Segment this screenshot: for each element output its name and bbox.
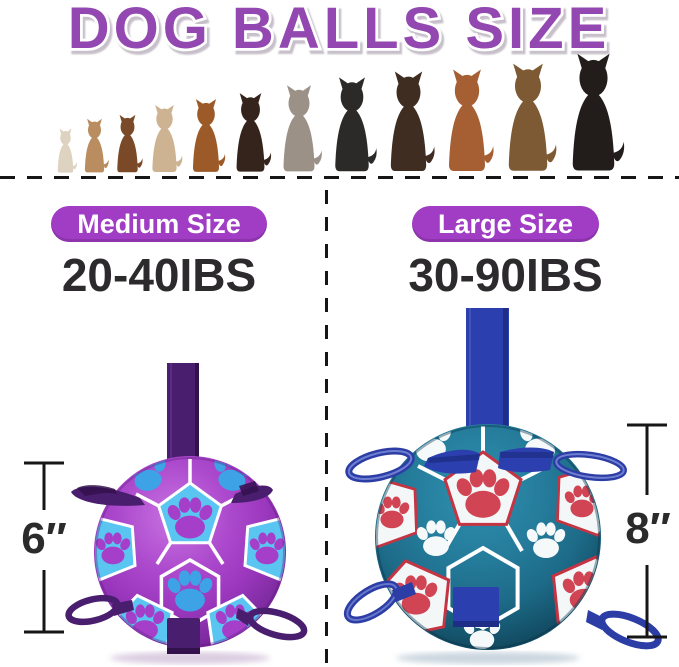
medium-size-badge: Medium Size bbox=[51, 206, 267, 242]
large-ball-image bbox=[343, 308, 662, 664]
large-ball-shadow bbox=[396, 652, 580, 664]
large-bracket-lines bbox=[627, 423, 667, 639]
page-title: DOG BALLS SIZE bbox=[68, 0, 611, 61]
dogs-size-lineup bbox=[28, 53, 651, 174]
dog-german-shepherd bbox=[508, 63, 556, 171]
medium-size-section: Medium Size 20-40IBS bbox=[0, 206, 318, 299]
medium-weight-range: 20-40IBS bbox=[61, 249, 257, 301]
large-size-section: Large Size 30-90IBS bbox=[332, 206, 679, 299]
medium-bracket-lines bbox=[24, 461, 64, 634]
dog-vizsla bbox=[448, 69, 494, 171]
title-banner: DOG BALLS SIZE bbox=[65, 0, 611, 62]
dog-chihuahua bbox=[57, 128, 77, 173]
dog-miniature-pinscher bbox=[236, 93, 271, 172]
large-ball-side-straps bbox=[343, 447, 662, 650]
dog-dachshund bbox=[116, 114, 143, 173]
medium-size-bracket: 6″ bbox=[18, 458, 70, 638]
dog-pug bbox=[84, 118, 109, 173]
dog-bulldog bbox=[283, 85, 322, 172]
medium-ball-side-straps bbox=[65, 481, 308, 641]
dog-french-bulldog bbox=[151, 105, 182, 172]
dog-border-collie bbox=[334, 77, 377, 172]
vertical-dashed-divider bbox=[325, 190, 328, 667]
dog-cavalier-spaniel bbox=[192, 99, 225, 172]
medium-ball-bottom-tab bbox=[167, 618, 200, 654]
large-ball-top-strap bbox=[466, 308, 509, 430]
large-size-badge: Large Size bbox=[411, 206, 600, 242]
dog-labrador bbox=[390, 71, 435, 172]
medium-ball-shadow bbox=[110, 652, 270, 664]
medium-ball-top-strap bbox=[167, 363, 199, 467]
large-ball-bottom-tab bbox=[453, 587, 499, 627]
large-size-bracket: 8″ bbox=[620, 420, 676, 642]
medium-ball-image bbox=[65, 363, 308, 664]
dog-bernese-mountain-dog bbox=[572, 53, 624, 171]
medium-diameter-label: 6″ bbox=[21, 514, 67, 563]
large-weight-range: 30-90IBS bbox=[408, 249, 603, 301]
large-diameter-label: 8″ bbox=[625, 504, 671, 553]
horizontal-dashed-divider bbox=[0, 176, 679, 179]
